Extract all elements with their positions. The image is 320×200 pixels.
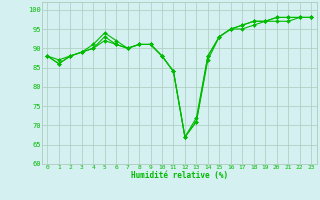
X-axis label: Humidité relative (%): Humidité relative (%)	[131, 171, 228, 180]
